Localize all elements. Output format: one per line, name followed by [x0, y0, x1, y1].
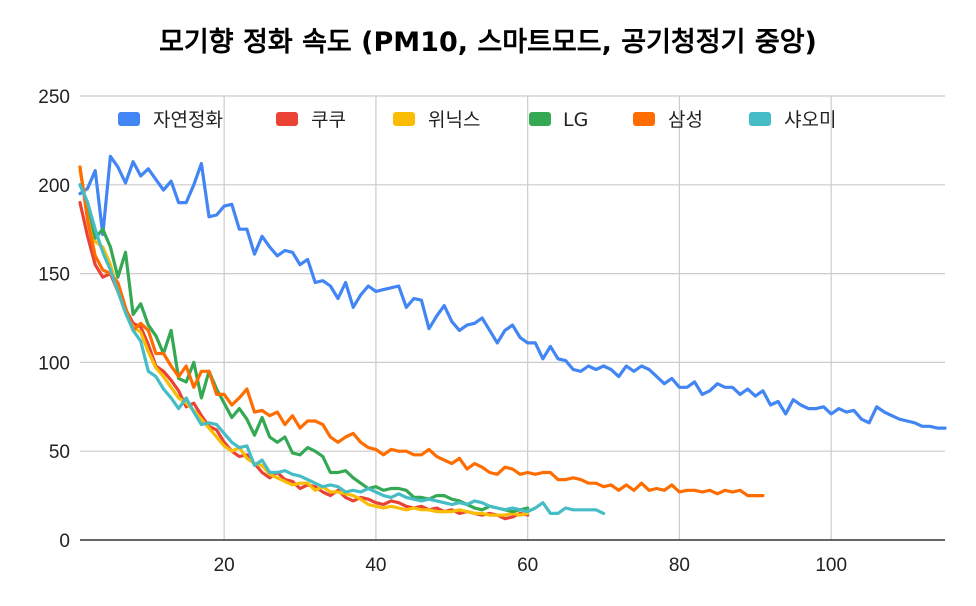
y-tick-label: 0 — [59, 531, 70, 552]
series-line-4 — [78, 165, 765, 498]
axes: 0 50 100 150 200 250 20 40 60 80 100 — [38, 87, 945, 576]
legend-swatch — [633, 112, 655, 126]
x-tick-label: 40 — [365, 555, 386, 576]
legend-swatch — [393, 112, 415, 126]
y-tick-label: 100 — [38, 353, 70, 374]
series-line-3 — [78, 183, 530, 514]
legend-label: 삼성 — [668, 109, 703, 131]
x-tick-label: 80 — [669, 555, 690, 576]
legend-item-0[interactable]: 자연정화 — [118, 109, 223, 131]
legend-item-5[interactable]: 샤오미 — [749, 109, 836, 131]
legend-item-1[interactable]: 쿠쿠 — [276, 109, 346, 131]
chart-title: 모기향 정화 속도 (PM10, 스마트모드, 공기청정기 중앙) — [159, 27, 817, 58]
legend-swatch — [529, 112, 551, 126]
legend-swatch — [118, 112, 140, 126]
gridlines — [80, 95, 945, 540]
x-tick-label: 20 — [214, 555, 235, 576]
legend-swatch — [749, 112, 771, 126]
y-tick-label: 50 — [49, 442, 70, 463]
y-tick-label: 150 — [38, 265, 70, 286]
legend-swatch — [276, 112, 298, 126]
series-line-0 — [78, 154, 947, 430]
series-line-2 — [78, 169, 530, 517]
legend[interactable]: 자연정화 쿠쿠 위닉스 LG 삼성 샤오미 — [118, 109, 836, 131]
legend-label: 샤오미 — [784, 109, 836, 131]
legend-label: 쿠쿠 — [311, 109, 346, 131]
legend-label: 위닉스 — [428, 109, 480, 131]
legend-item-4[interactable]: 삼성 — [633, 109, 703, 131]
series-line-5 — [78, 183, 606, 516]
legend-label: 자연정화 — [153, 109, 223, 131]
legend-item-3[interactable]: LG — [529, 109, 588, 131]
series-lines — [78, 154, 947, 521]
legend-label: LG — [563, 109, 588, 131]
legend-item-2[interactable]: 위닉스 — [393, 109, 480, 131]
x-tick-label: 60 — [517, 555, 538, 576]
y-tick-label: 250 — [38, 87, 70, 108]
y-tick-label: 200 — [38, 176, 70, 197]
x-tick-label: 100 — [815, 555, 847, 576]
